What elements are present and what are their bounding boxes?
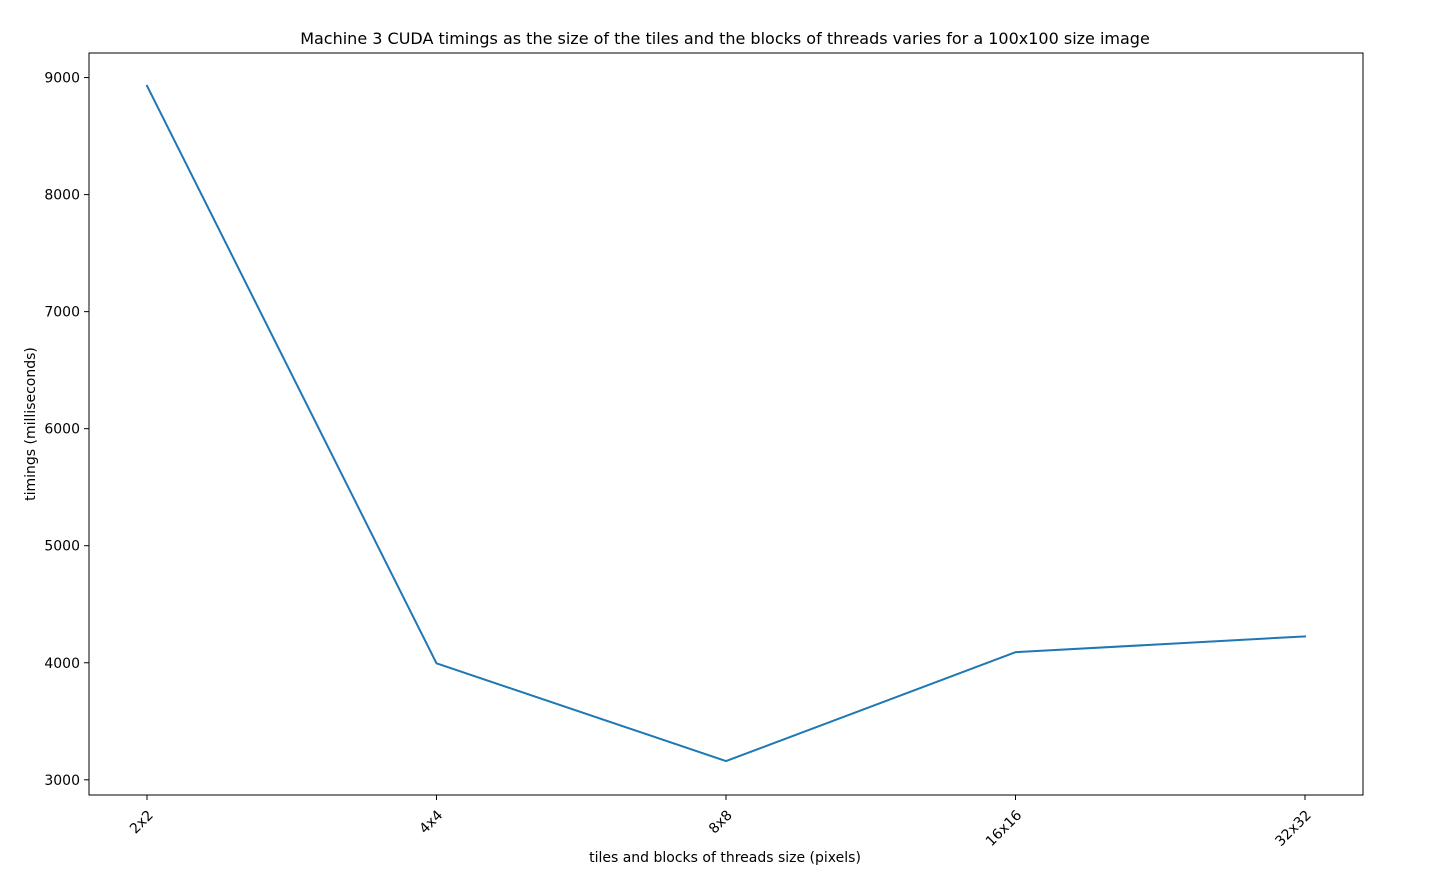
y-tick-label: 3000 — [44, 773, 80, 789]
y-tick-label: 4000 — [44, 656, 80, 672]
chart-title: Machine 3 CUDA timings as the size of th… — [300, 29, 1150, 48]
y-tick-label: 7000 — [44, 305, 80, 321]
y-tick-label: 5000 — [44, 539, 80, 555]
x-tick-label: 32x32 — [1272, 807, 1314, 849]
x-tick-label: 16x16 — [983, 807, 1025, 849]
x-tick-label: 8x8 — [706, 807, 736, 837]
x-axis: 2x2 4x4 8x8 16x16 32x32 — [127, 795, 1315, 850]
series-line — [145, 84, 1307, 763]
y-axis: 3000 4000 5000 6000 7000 8000 9000 — [44, 71, 89, 789]
x-tick-label: 4x4 — [416, 807, 446, 837]
series-layer — [145, 84, 1307, 763]
y-tick-label: 9000 — [44, 71, 80, 87]
x-axis-label: tiles and blocks of threads size (pixels… — [589, 850, 861, 866]
x-tick-label: 2x2 — [127, 807, 157, 837]
plot-area — [88, 52, 1364, 796]
y-tick-label: 6000 — [44, 422, 80, 438]
y-tick-label: 8000 — [44, 188, 80, 204]
y-axis-label: timings (milliseconds) — [23, 347, 39, 501]
